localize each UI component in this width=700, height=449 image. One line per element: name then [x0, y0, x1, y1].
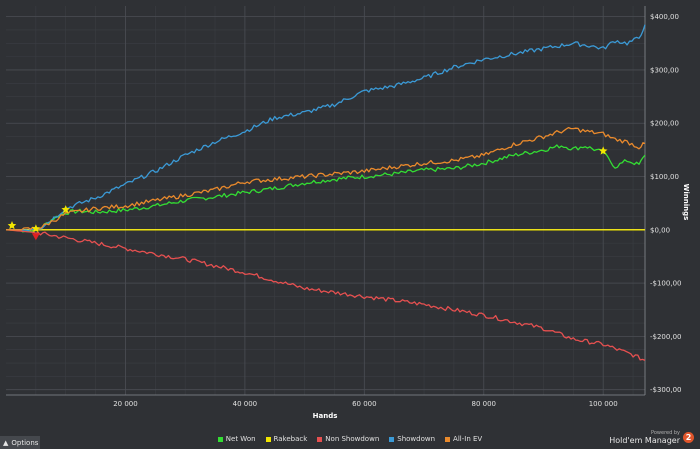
options-button[interactable]: ▲ Options	[0, 436, 40, 449]
brand-name: Hold'em Manager	[609, 436, 680, 445]
legend-label: Net Won	[225, 435, 256, 443]
x-axis-label: Hands	[313, 412, 338, 420]
y-tick-label: -$200,00	[650, 333, 681, 341]
brand-logo-block: Powered by Hold'em Manager 2	[609, 430, 694, 445]
star-marker	[598, 146, 608, 155]
triangle-marker	[31, 233, 40, 241]
x-tick-label: 80 000	[472, 400, 497, 408]
y-axis-ticks: $400,00 $300,00 $200,00 $100,00 $0,00 -$100,0…	[650, 13, 681, 394]
legend-item[interactable]: Rakeback	[265, 435, 308, 443]
x-tick-label: 60 000	[352, 400, 377, 408]
legend-swatch	[389, 436, 395, 442]
star-marker	[7, 221, 17, 230]
legend-swatch	[217, 436, 223, 442]
y-tick-label: $0,00	[650, 226, 670, 234]
y-tick-label: $400,00	[650, 13, 679, 21]
series-line-non-showdown	[5, 229, 646, 361]
y-tick-label: -$300,00	[650, 386, 681, 394]
legend-label: Showdown	[397, 435, 436, 443]
star-marker	[31, 224, 41, 233]
x-tick-label: 20 000	[113, 400, 138, 408]
x-axis-ticks: 20 000 40 000 60 000 80 000 100 000	[113, 400, 617, 408]
y-tick-label: $100,00	[650, 173, 679, 181]
star-marker	[61, 205, 70, 214]
chart-grid-major	[6, 6, 646, 396]
series-line-net-won	[6, 144, 646, 233]
legend-swatch	[265, 436, 271, 442]
x-tick-label: 40 000	[233, 400, 258, 408]
legend-swatch	[317, 436, 323, 442]
y-tick-label: -$100,00	[650, 280, 681, 288]
legend-label: Non Showdown	[325, 435, 380, 443]
legend-item[interactable]: Net Won	[217, 435, 256, 443]
series-line-all-in-ev	[6, 126, 646, 231]
legend-item[interactable]: All-In EV	[445, 435, 482, 443]
y-tick-label: $200,00	[650, 120, 679, 128]
y-tick-label: $300,00	[650, 66, 679, 74]
series-line-showdown	[6, 24, 646, 232]
legend-label: Rakeback	[273, 435, 308, 443]
x-tick-label: 100 000	[589, 400, 618, 408]
chevron-up-icon: ▲	[3, 438, 9, 447]
series-layer	[5, 24, 646, 361]
legend-label: All-In EV	[453, 435, 483, 443]
legend-item[interactable]: Non Showdown	[317, 435, 379, 443]
options-label: Options	[11, 438, 39, 447]
chart-legend: Net Won Rakeback Non Showdown Showdown All-I…	[0, 435, 700, 443]
marker-layer	[7, 146, 608, 241]
legend-swatch	[445, 436, 451, 442]
brand-powered-by: Powered by	[651, 430, 680, 436]
legend-item[interactable]: Showdown	[389, 435, 435, 443]
y-axis-label: Winnings	[682, 184, 690, 221]
brand-logo-icon: 2	[683, 432, 694, 443]
